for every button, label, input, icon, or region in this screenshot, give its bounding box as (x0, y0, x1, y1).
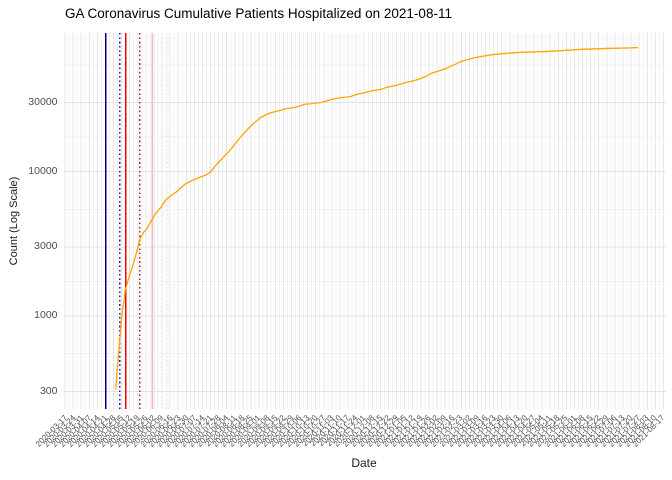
y-tick-label: 300 (39, 384, 58, 397)
data-line (114, 46, 638, 390)
cumulative-patients-hospitalized-line (114, 46, 638, 390)
event-vlines (104, 33, 169, 409)
x-axis-title: Date (351, 456, 377, 470)
plot-panel (63, 33, 666, 409)
y-tick-label: 1000 (34, 309, 58, 322)
y-tick-label: 30000 (28, 96, 58, 108)
y-tick-label: 3000 (34, 240, 58, 253)
y-tick-label: 10000 (28, 164, 58, 177)
chart-title: GA Coronavirus Cumulative Patients Hospi… (65, 6, 452, 21)
gridlines (63, 33, 666, 409)
